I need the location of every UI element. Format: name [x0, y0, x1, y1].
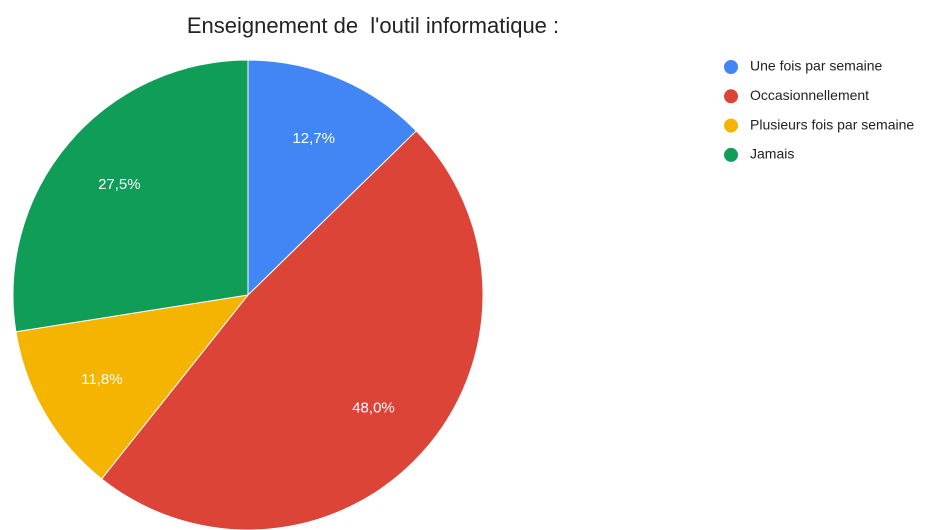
legend-label: Jamais [750, 146, 794, 162]
value-label: 11,8% [81, 371, 122, 388]
pie-slice [247, 59, 417, 297]
legend-label: Une fois par semaine [750, 58, 883, 74]
legend-marker [724, 60, 738, 74]
value-label: 12,7% [292, 130, 335, 147]
chart-title: Enseignement de l'outil informatique : [187, 13, 559, 38]
value-label: 48,0% [352, 399, 395, 416]
legend-label: Plusieurs fois par semaine [750, 116, 914, 132]
legend-label: Occasionnellement [750, 87, 869, 103]
legend-marker [724, 147, 738, 162]
legend-marker [724, 89, 738, 104]
value-label: 27,5% [98, 176, 141, 193]
pie-slice [12, 59, 249, 333]
legend-marker [724, 118, 738, 133]
pie-slice [100, 130, 484, 530]
pie-slice [15, 294, 250, 480]
